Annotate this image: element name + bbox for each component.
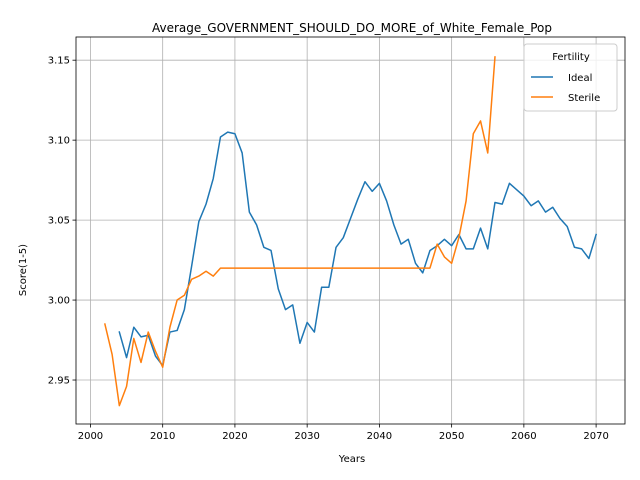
x-axis: 2000 2010 2020 2030 2040 2050 2060 2070: [78, 424, 609, 442]
legend-label-ideal: Ideal: [568, 73, 592, 84]
y-tick-label: 3.00: [48, 296, 70, 307]
x-tick-label: 2000: [78, 431, 103, 442]
x-tick-label: 2040: [367, 431, 392, 442]
legend-title: Fertility: [552, 52, 590, 63]
x-tick-label: 2010: [150, 431, 175, 442]
chart-title: Average_GOVERNMENT_SHOULD_DO_MORE_of_Whi…: [152, 21, 552, 35]
plot-frame: [75, 36, 626, 425]
legend-label-sterile: Sterile: [568, 93, 600, 104]
x-tick-label: 2050: [439, 431, 464, 442]
y-tick-label: 3.15: [48, 56, 70, 67]
x-axis-label: Years: [338, 454, 365, 465]
series-line-sterile: [103, 56, 496, 407]
y-axis: 2.95 3.00 3.05 3.10 3.15: [48, 56, 76, 387]
x-tick-label: 2070: [583, 431, 608, 442]
plot-lines: [103, 56, 598, 407]
y-tick-label: 2.95: [48, 376, 70, 387]
series-line-ideal: [118, 131, 598, 367]
x-tick-label: 2020: [222, 431, 247, 442]
y-tick-label: 3.05: [48, 216, 70, 227]
legend: Fertility Ideal Sterile: [523, 43, 618, 112]
x-tick-label: 2060: [511, 431, 536, 442]
x-tick-label: 2030: [294, 431, 319, 442]
legend-box: [523, 43, 618, 112]
y-axis-label: Score(1-5): [18, 244, 29, 296]
y-tick-label: 3.10: [48, 136, 70, 147]
